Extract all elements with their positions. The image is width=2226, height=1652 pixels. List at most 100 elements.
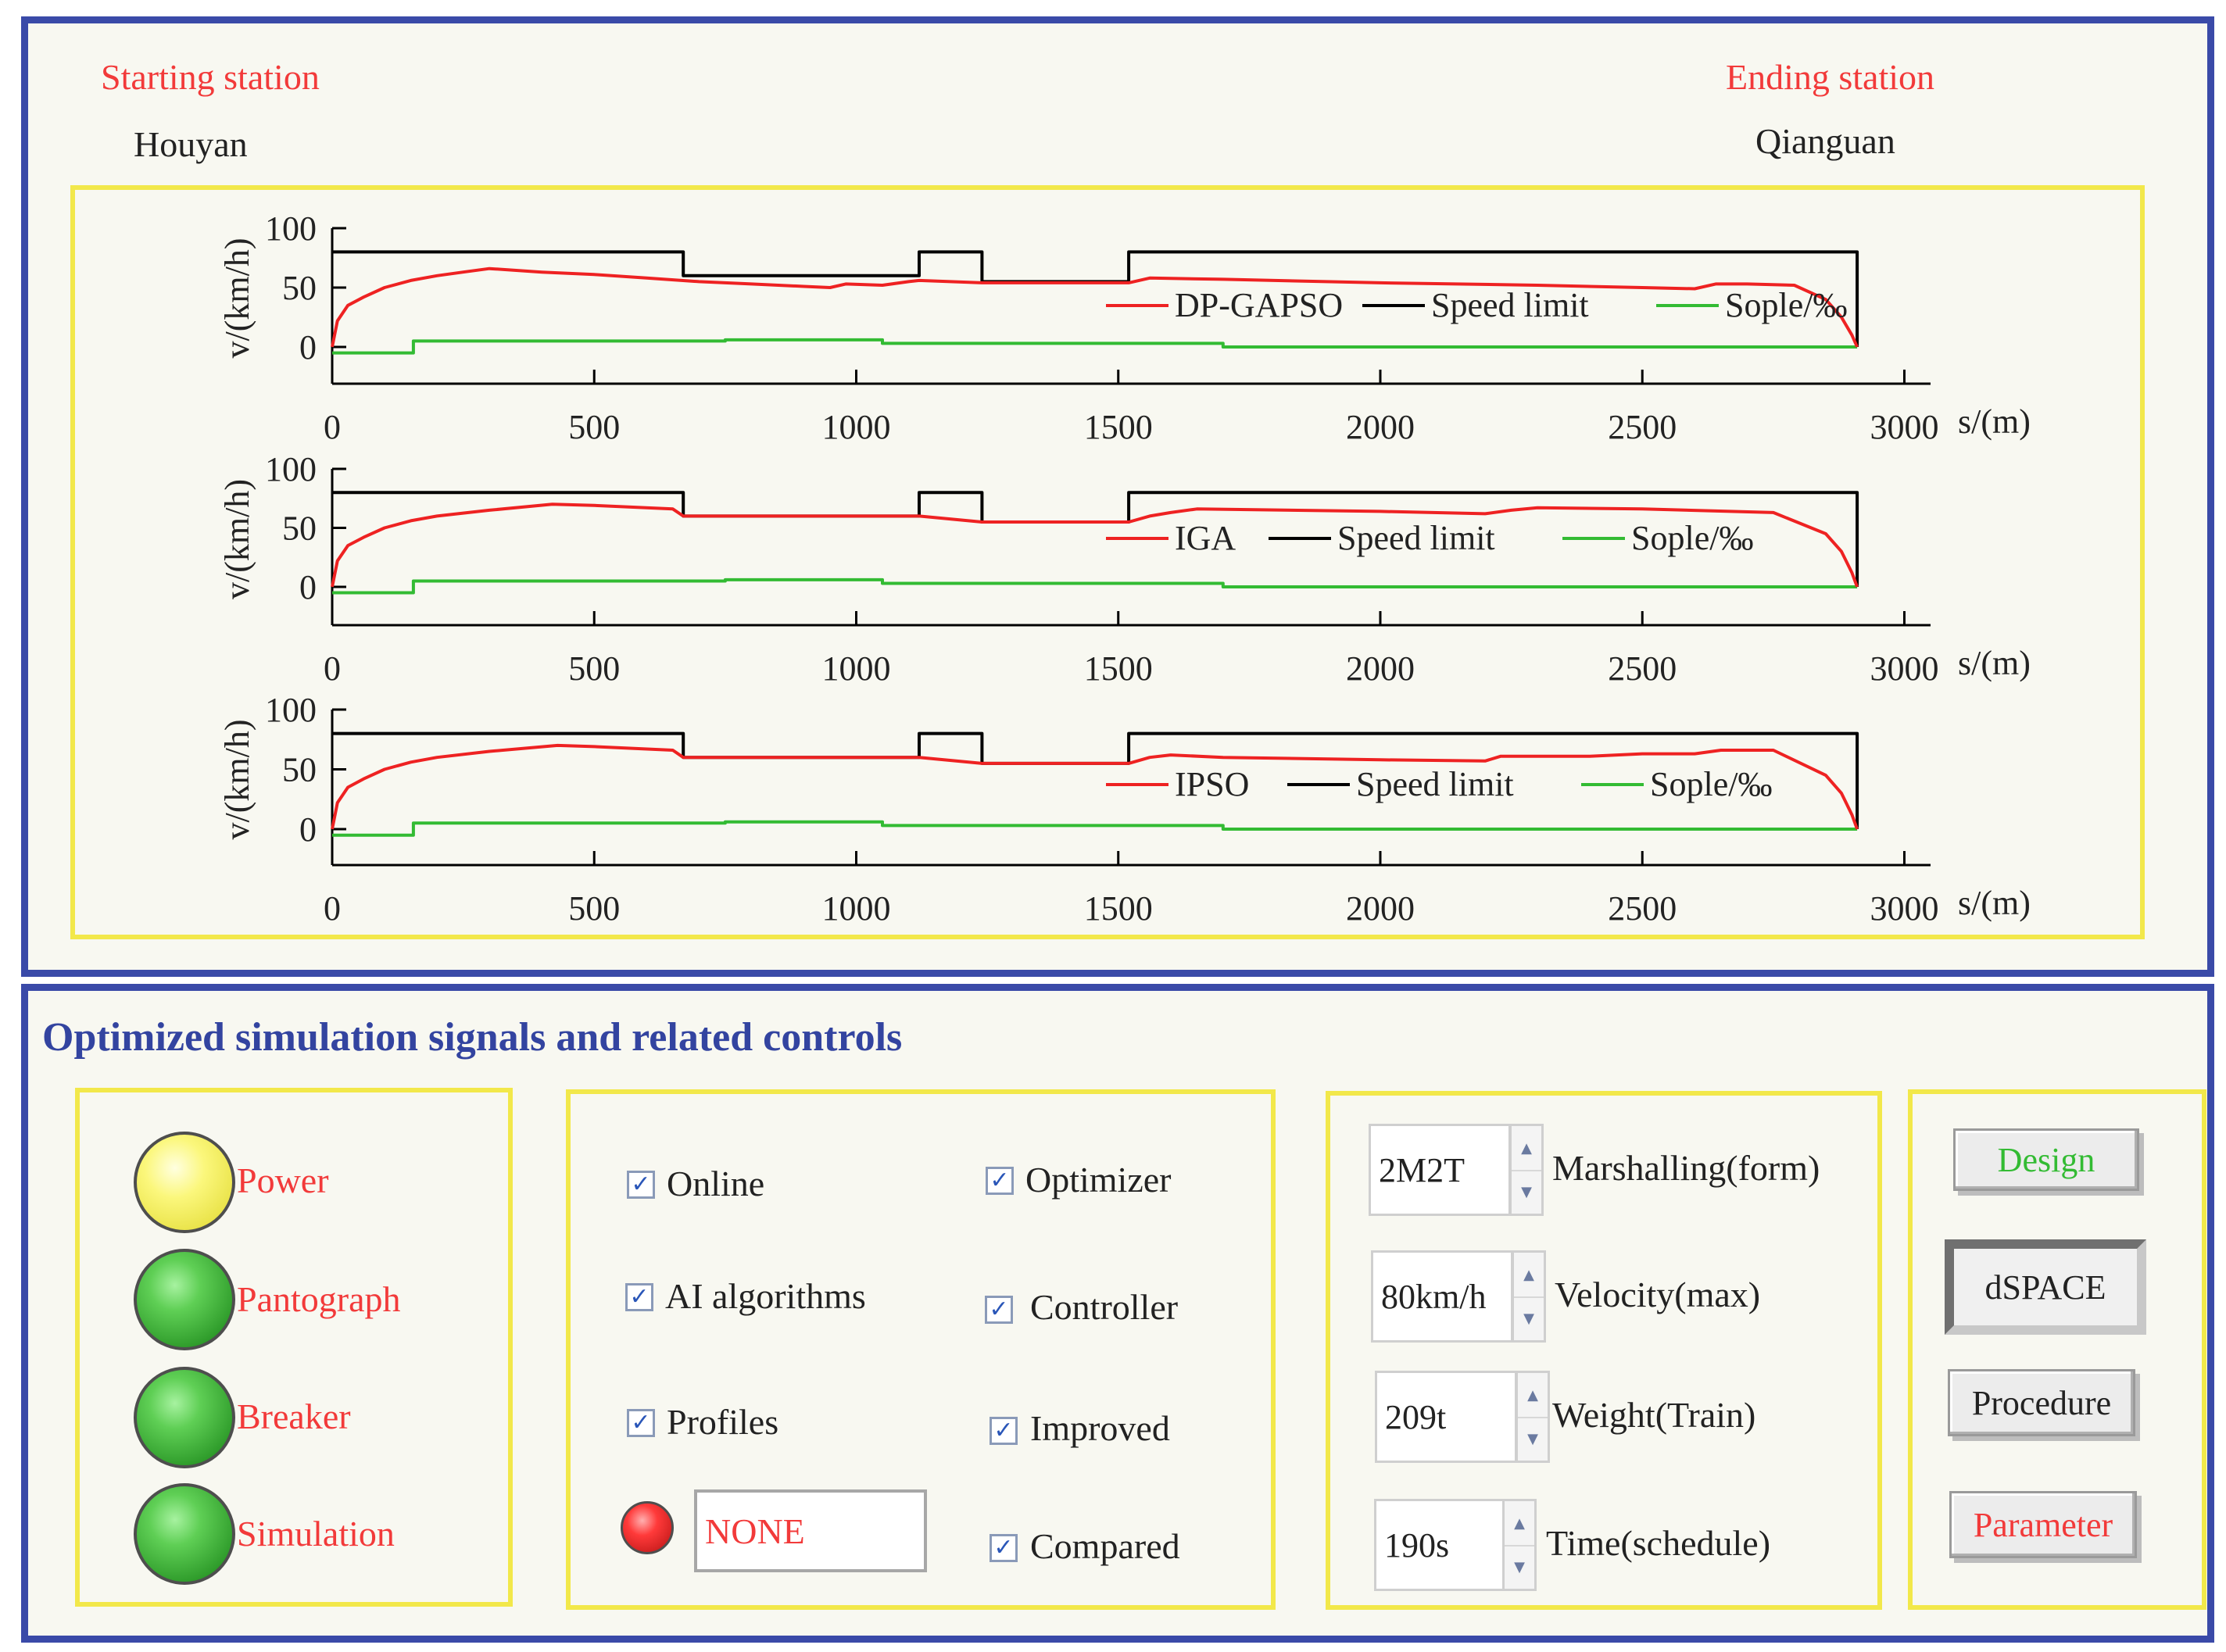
controller-label: Controller xyxy=(1030,1287,1179,1327)
series-line-dp-gapso xyxy=(331,266,1859,348)
spinner-down-icon[interactable]: ▼ xyxy=(1514,1558,1525,1575)
marshalling-input[interactable]: 2M2T xyxy=(1369,1124,1511,1216)
x-tick-label: 2500 xyxy=(1608,649,1677,688)
x-tick-label: 1000 xyxy=(821,889,890,928)
y-tick-label: 50 xyxy=(282,751,317,789)
pantograph-indicator-label: Pantograph xyxy=(237,1279,401,1319)
y-tick-label: 100 xyxy=(265,209,317,248)
charts-frame xyxy=(70,185,2145,939)
y-tick-label: 100 xyxy=(265,450,317,488)
y-tick-label: 0 xyxy=(299,810,317,849)
velocity-spinner[interactable]: ▲ ▼ xyxy=(1512,1250,1546,1343)
spinner-up-icon[interactable]: ▲ xyxy=(1505,1501,1534,1547)
x-tick-label: 500 xyxy=(568,649,620,688)
x-tick-label: 3000 xyxy=(1870,408,1938,446)
series-line-sople- xyxy=(332,577,1858,595)
parameter-button[interactable]: Parameter xyxy=(1949,1491,2137,1558)
dspace-button[interactable]: dSPACE xyxy=(1945,1239,2146,1335)
weight-input[interactable]: 209t xyxy=(1375,1371,1517,1463)
starting-station-label: Starting station xyxy=(101,57,320,97)
chart-1: 0 500 1000 1500 2000 2500 3000 0 50 100 s/(m) v/(km… xyxy=(218,209,2031,446)
velocity-label: Velocity(max) xyxy=(1555,1275,1761,1314)
profiles-label: Profiles xyxy=(667,1402,779,1442)
actions-box xyxy=(1908,1089,2206,1610)
y-tick-label: 0 xyxy=(299,328,317,367)
parameters-box xyxy=(1326,1091,1882,1610)
x-tick-label: 3000 xyxy=(1870,649,1938,688)
controls-panel: Optimized simulation signals and related… xyxy=(21,984,2214,1643)
breaker-indicator-lamp xyxy=(134,1367,235,1468)
x-axis-label: s/(m) xyxy=(1958,884,2031,922)
y-tick-label: 0 xyxy=(299,568,317,606)
x-axis-label: s/(m) xyxy=(1958,644,2031,682)
optimizer-label: Optimizer xyxy=(1025,1160,1172,1200)
series-line-ipso xyxy=(331,743,1859,830)
breaker-indicator-label: Breaker xyxy=(237,1396,351,1436)
controls-section-title: Optimized simulation signals and related… xyxy=(42,1015,903,1060)
series-line-speed-limit xyxy=(332,250,1859,347)
spinner-down-icon[interactable]: ▼ xyxy=(1521,1183,1532,1200)
legend-label: IGA xyxy=(1175,519,1236,557)
series-line-speed-limit xyxy=(332,491,1859,587)
time-input[interactable]: 190s xyxy=(1374,1499,1516,1591)
spinner-down-icon[interactable]: ▼ xyxy=(1527,1430,1538,1447)
power-indicator-label: Power xyxy=(237,1160,329,1200)
pantograph-indicator-lamp xyxy=(134,1249,235,1350)
y-tick-label: 50 xyxy=(282,269,317,307)
status-lamp xyxy=(621,1501,674,1554)
options-box xyxy=(566,1089,1276,1610)
power-indicator-lamp xyxy=(134,1132,235,1233)
improved-checkbox[interactable]: ✓ xyxy=(990,1417,1018,1445)
marshalling-spinner[interactable]: ▲ ▼ xyxy=(1509,1124,1544,1216)
chart-2: 0 500 1000 1500 2000 2500 3000 0 50 100 s/(m) v/(km… xyxy=(218,450,2031,688)
y-axis-label: v/(km/h) xyxy=(218,238,256,359)
profiles-checkbox[interactable]: ✓ xyxy=(627,1409,655,1437)
y-axis-label: v/(km/h) xyxy=(218,720,256,840)
improved-label: Improved xyxy=(1030,1408,1170,1448)
x-tick-label: 500 xyxy=(568,889,620,928)
ai-algorithms-label: AI algorithms xyxy=(665,1276,866,1316)
optimizer-checkbox[interactable]: ✓ xyxy=(986,1167,1014,1195)
x-tick-label: 0 xyxy=(324,408,341,446)
procedure-button[interactable]: Procedure xyxy=(1948,1369,2135,1436)
spinner-up-icon[interactable]: ▲ xyxy=(1514,1253,1544,1298)
x-tick-label: 3000 xyxy=(1870,889,1938,928)
spinner-up-icon[interactable]: ▲ xyxy=(1512,1126,1541,1171)
online-label: Online xyxy=(667,1164,765,1203)
design-button[interactable]: Design xyxy=(1953,1128,2139,1191)
legend-label: Sople/‰ xyxy=(1725,286,1847,324)
compared-checkbox[interactable]: ✓ xyxy=(990,1534,1018,1562)
series-line-speed-limit xyxy=(332,731,1859,829)
x-tick-label: 1000 xyxy=(821,408,890,446)
series-line-sople- xyxy=(332,338,1858,355)
y-tick-label: 50 xyxy=(282,510,317,548)
spinner-down-icon[interactable]: ▼ xyxy=(1523,1310,1534,1327)
time-spinner[interactable]: ▲ ▼ xyxy=(1502,1499,1537,1591)
speed-profile-panel: Starting station Houyan Ending station Q… xyxy=(21,16,2214,977)
ending-station-name: Qianguan xyxy=(1755,121,1895,161)
marshalling-label: Marshalling(form) xyxy=(1552,1148,1820,1188)
weight-label: Weight(Train) xyxy=(1552,1395,1756,1435)
series-line-sople- xyxy=(332,820,1858,837)
x-tick-label: 500 xyxy=(568,408,620,446)
indicator-box xyxy=(75,1088,513,1607)
simulation-indicator-label: Simulation xyxy=(237,1514,395,1554)
legend-label: Sople/‰ xyxy=(1650,765,1772,803)
x-tick-label: 1000 xyxy=(821,649,890,688)
online-checkbox[interactable]: ✓ xyxy=(627,1171,655,1199)
velocity-input[interactable]: 80km/h xyxy=(1371,1250,1513,1343)
series-line-iga xyxy=(331,502,1859,588)
x-tick-label: 1500 xyxy=(1084,408,1153,446)
ending-station-label: Ending station xyxy=(1726,57,1935,97)
starting-station-name: Houyan xyxy=(134,124,248,164)
controller-checkbox[interactable]: ✓ xyxy=(985,1296,1013,1324)
x-tick-label: 2000 xyxy=(1346,408,1415,446)
spinner-up-icon[interactable]: ▲ xyxy=(1518,1373,1548,1418)
x-tick-label: 2500 xyxy=(1608,889,1677,928)
status-text-field[interactable]: NONE xyxy=(694,1489,927,1572)
chart-3: 0 500 1000 1500 2000 2500 3000 0 50 100 s/(m) v/(km… xyxy=(218,691,2031,928)
ai-algorithms-checkbox[interactable]: ✓ xyxy=(625,1283,653,1311)
legend-label: Speed limit xyxy=(1337,519,1495,557)
weight-spinner[interactable]: ▲ ▼ xyxy=(1516,1371,1550,1463)
x-tick-label: 0 xyxy=(324,889,341,928)
